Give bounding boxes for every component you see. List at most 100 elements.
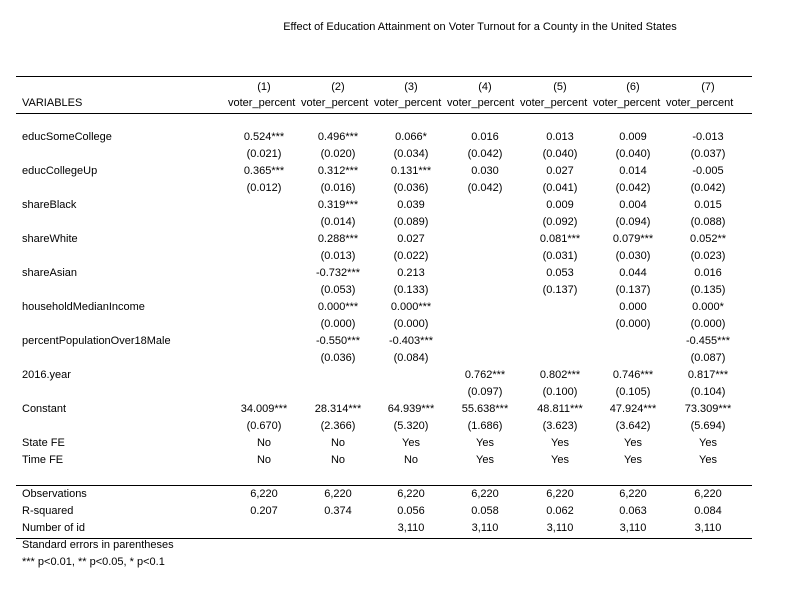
coefficient: 64.939*** (387, 403, 435, 415)
fixed-effect-value: Yes (476, 437, 494, 449)
table-title: Effect of Education Attainment on Voter … (283, 21, 677, 33)
dependent-variable-name: voter_percent (666, 97, 734, 109)
fixed-effect-value: No (330, 437, 346, 449)
standard-error: (2.366) (320, 420, 356, 432)
dependent-variable-name: voter_percent (520, 97, 588, 109)
coefficient: 0.817*** (687, 369, 729, 381)
standard-error: (0.013) (320, 250, 356, 262)
coefficient: 0.014 (619, 165, 647, 177)
statistic-value: 6,220 (546, 488, 574, 500)
standard-error: (0.030) (615, 250, 651, 262)
bottom-rule (16, 538, 752, 539)
fixed-effect-value: Yes (624, 454, 642, 466)
standard-error: (3.623) (542, 420, 578, 432)
fixed-effect-value: Yes (402, 437, 420, 449)
statistic-value: 6,220 (250, 488, 278, 500)
variable-name: shareWhite (22, 233, 78, 245)
variable-name: Constant (22, 403, 67, 415)
standard-error: (0.094) (615, 216, 651, 228)
standard-error: (0.020) (320, 148, 356, 160)
fixed-effect-value: No (403, 454, 419, 466)
standard-error: (0.089) (393, 216, 429, 228)
standard-error: (0.037) (690, 148, 726, 160)
coefficient: 0.009 (619, 131, 647, 143)
statistic-value: 0.374 (324, 505, 352, 517)
variable-name: educSomeCollege (22, 131, 112, 143)
standard-error: (0.036) (320, 352, 356, 364)
standard-error: (0.137) (615, 284, 651, 296)
standard-error: (5.320) (393, 420, 429, 432)
standard-error: (0.104) (690, 386, 726, 398)
statistic-value: 0.207 (250, 505, 278, 517)
standard-error: (0.023) (690, 250, 726, 262)
model-number: (4) (478, 81, 492, 93)
coefficient: 0.000*** (390, 301, 432, 313)
statistic-value: 6,220 (397, 488, 425, 500)
header-rule (16, 113, 752, 114)
coefficient: 0.016 (694, 267, 722, 279)
fixed-effect-value: Yes (551, 437, 569, 449)
coefficient: 0.004 (619, 199, 647, 211)
standard-error: (0.088) (690, 216, 726, 228)
statistic-name: Number of id (22, 522, 85, 534)
coefficient: 0.762*** (464, 369, 506, 381)
coefficient: 34.009*** (240, 403, 288, 415)
standard-error: (0.016) (320, 182, 356, 194)
coefficient: -0.455*** (685, 335, 731, 347)
dependent-variable-name: voter_percent (301, 97, 369, 109)
standard-error: (0.040) (542, 148, 578, 160)
statistic-value: 3,110 (471, 522, 499, 534)
standard-error: (0.040) (615, 148, 651, 160)
standard-error: (0.087) (690, 352, 726, 364)
variable-name: 2016.year (22, 369, 71, 381)
fixed-effect-value: Yes (624, 437, 642, 449)
variable-name: educCollegeUp (22, 165, 98, 177)
standard-error: (0.022) (393, 250, 429, 262)
coefficient: 55.638*** (461, 403, 509, 415)
coefficient: 0.213 (397, 267, 425, 279)
standard-error: (5.694) (690, 420, 726, 432)
dependent-variable-name: voter_percent (374, 97, 442, 109)
standard-error: (0.670) (246, 420, 282, 432)
statistic-name: Observations (22, 488, 87, 500)
variables-header: VARIABLES (22, 97, 83, 109)
statistic-value: 6,220 (471, 488, 499, 500)
coefficient: -0.550*** (315, 335, 361, 347)
coefficient: 0.524*** (243, 131, 285, 143)
standard-error: (0.053) (320, 284, 356, 296)
standard-error: (0.042) (615, 182, 651, 194)
statistic-value: 0.058 (471, 505, 499, 517)
coefficient: 0.009 (546, 199, 574, 211)
fixed-effect-value: Yes (551, 454, 569, 466)
coefficient: 0.053 (546, 267, 574, 279)
fixed-effect-name: Time FE (22, 454, 64, 466)
stats-rule (16, 485, 752, 486)
standard-error: (0.042) (690, 182, 726, 194)
coefficient: 0.288*** (317, 233, 359, 245)
statistic-value: 0.084 (694, 505, 722, 517)
statistic-value: 6,220 (619, 488, 647, 500)
note-standard-errors: Standard errors in parentheses (22, 539, 174, 551)
standard-error: (0.042) (467, 148, 503, 160)
coefficient: 0.496*** (317, 131, 359, 143)
fixed-effect-value: No (256, 437, 272, 449)
coefficient: -0.005 (692, 165, 724, 177)
standard-error: (0.097) (467, 386, 503, 398)
coefficient: 0.016 (471, 131, 499, 143)
coefficient: 0.365*** (243, 165, 285, 177)
model-number: (2) (331, 81, 345, 93)
coefficient: 0.000* (692, 301, 724, 313)
coefficient: 0.015 (694, 199, 722, 211)
fixed-effect-value: Yes (699, 437, 717, 449)
coefficient: 0.802*** (539, 369, 581, 381)
standard-error: (0.000) (393, 318, 429, 330)
variable-name: percentPopulationOver18Male (22, 335, 171, 347)
model-number: (6) (626, 81, 640, 93)
coefficient: 73.309*** (684, 403, 732, 415)
top-rule (16, 76, 752, 77)
model-number: (7) (701, 81, 715, 93)
coefficient: 0.027 (546, 165, 574, 177)
standard-error: (0.021) (246, 148, 282, 160)
standard-error: (0.092) (542, 216, 578, 228)
